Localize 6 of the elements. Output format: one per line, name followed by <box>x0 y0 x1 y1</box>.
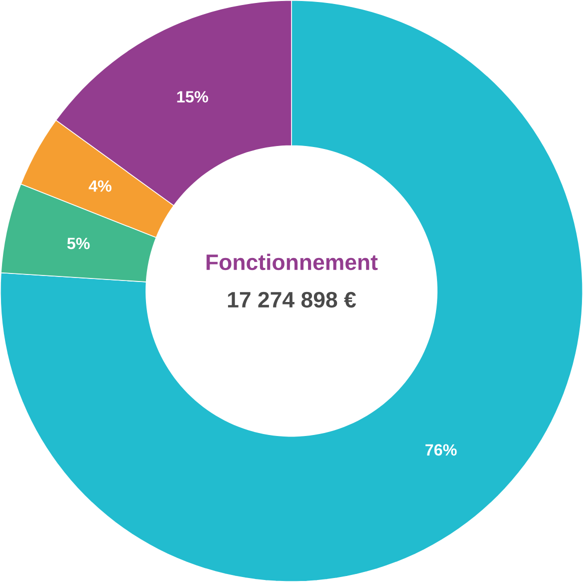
data-label: 76% <box>425 444 457 456</box>
data-label: 15% <box>177 91 208 102</box>
data-label: 4% <box>88 180 112 192</box>
data-label: 5% <box>67 238 90 250</box>
text: Fonctionnement <box>206 254 378 270</box>
text: 17 274 898 € <box>228 292 356 308</box>
